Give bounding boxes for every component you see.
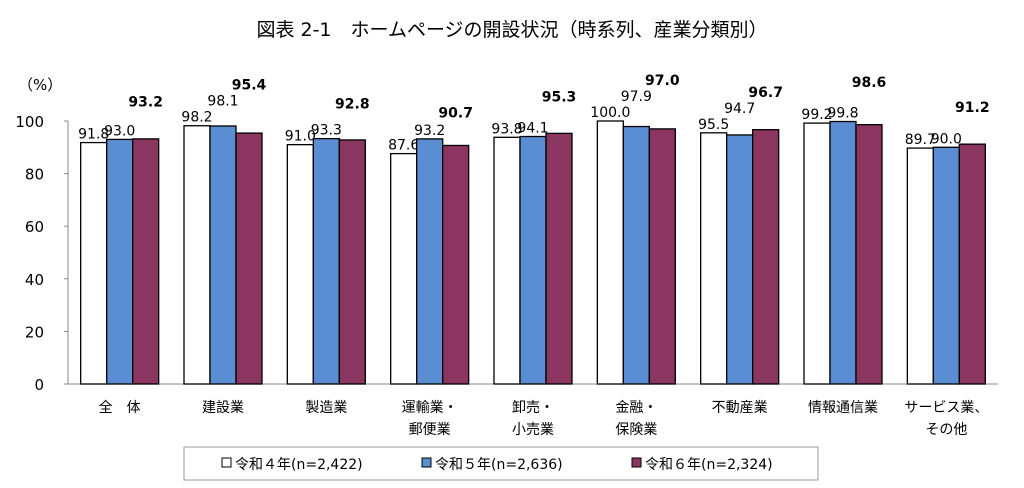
legend-swatch [631, 457, 642, 468]
category-label: 建設業 [202, 400, 244, 416]
y-tick-label: 20 [25, 323, 44, 341]
data-label: 93.2 [414, 123, 445, 139]
data-label: 97.0 [645, 73, 680, 89]
y-tick-label: 60 [25, 218, 44, 236]
legend-box [183, 446, 819, 481]
y-axis-label: （%） [18, 76, 62, 94]
bar [829, 120, 857, 385]
legend-swatch [221, 457, 232, 468]
data-label: 97.9 [621, 89, 652, 105]
data-label: 99.2 [801, 107, 832, 123]
y-tick-label: 0 [34, 376, 44, 394]
bar [235, 132, 263, 385]
data-label: 94.7 [724, 101, 755, 117]
bar [106, 138, 134, 385]
bar [80, 141, 108, 385]
category-label: その他 [925, 422, 967, 438]
category-label: 不動産業 [712, 400, 768, 416]
data-label: 91.2 [955, 100, 990, 116]
data-label: 95.5 [698, 117, 729, 133]
data-label: 95.3 [542, 89, 577, 105]
data-label: 90.7 [438, 106, 473, 122]
data-label: 96.7 [748, 85, 783, 101]
data-label: 98.6 [852, 75, 887, 91]
bar [286, 144, 314, 385]
bar [390, 152, 418, 385]
category-label: 保険業 [615, 422, 657, 438]
data-label: 98.1 [207, 94, 238, 110]
category-label: 情報通信業 [808, 400, 878, 416]
category-label: サービス業、 [904, 400, 988, 416]
data-label: 91.8 [78, 127, 109, 143]
category-label: 金融・ [615, 400, 657, 416]
data-label: 92.8 [335, 97, 370, 113]
bar [545, 132, 573, 385]
bar [416, 138, 444, 385]
category-label: 小売業 [512, 422, 554, 438]
bar [648, 128, 676, 385]
data-label: 93.2 [128, 95, 163, 111]
bar [596, 120, 624, 385]
bar [519, 135, 547, 385]
data-label: 90.0 [931, 131, 962, 147]
data-label: 95.4 [232, 78, 267, 94]
data-label: 98.2 [181, 110, 212, 126]
bar [752, 129, 780, 385]
legend-swatch [421, 457, 432, 468]
data-label: 99.8 [827, 106, 858, 122]
data-label: 93.0 [104, 123, 135, 139]
bar [700, 132, 728, 385]
category-label: 運輸業・ [402, 400, 458, 416]
bar [312, 137, 340, 385]
bar [906, 147, 934, 385]
legend-label: 令和４年(n=2,422) [235, 457, 363, 473]
data-label: 93.3 [311, 123, 342, 139]
data-label: 94.1 [517, 121, 548, 137]
data-label: 100.0 [590, 105, 630, 121]
bar [855, 124, 883, 385]
y-tick-label: 40 [25, 271, 44, 289]
legend-label: 令和６年(n=2,324) [645, 457, 773, 473]
data-label: 87.6 [388, 138, 419, 154]
bar [958, 143, 986, 385]
bar [932, 146, 960, 385]
data-label: 93.8 [491, 121, 522, 137]
data-label: 89.7 [905, 132, 936, 148]
category-label: 全 体 [99, 399, 141, 416]
bar [132, 138, 160, 385]
bar [338, 139, 366, 385]
bar [183, 125, 211, 385]
bar [493, 136, 521, 385]
bar [622, 125, 650, 385]
chart-title: 図表 2-1 ホームページの開設状況（時系列、産業分類別） [256, 19, 767, 41]
y-tick-label: 80 [25, 166, 44, 184]
bar [803, 122, 831, 385]
category-label: 郵便業 [409, 422, 451, 438]
bar [726, 134, 754, 385]
bar [209, 125, 237, 385]
data-label: 91.0 [285, 129, 316, 145]
legend-label: 令和５年(n=2,636) [435, 457, 563, 473]
bar [442, 144, 470, 385]
y-tick-label: 100 [15, 113, 44, 131]
category-label: 卸売・ [512, 400, 554, 416]
category-label: 製造業 [305, 400, 347, 416]
